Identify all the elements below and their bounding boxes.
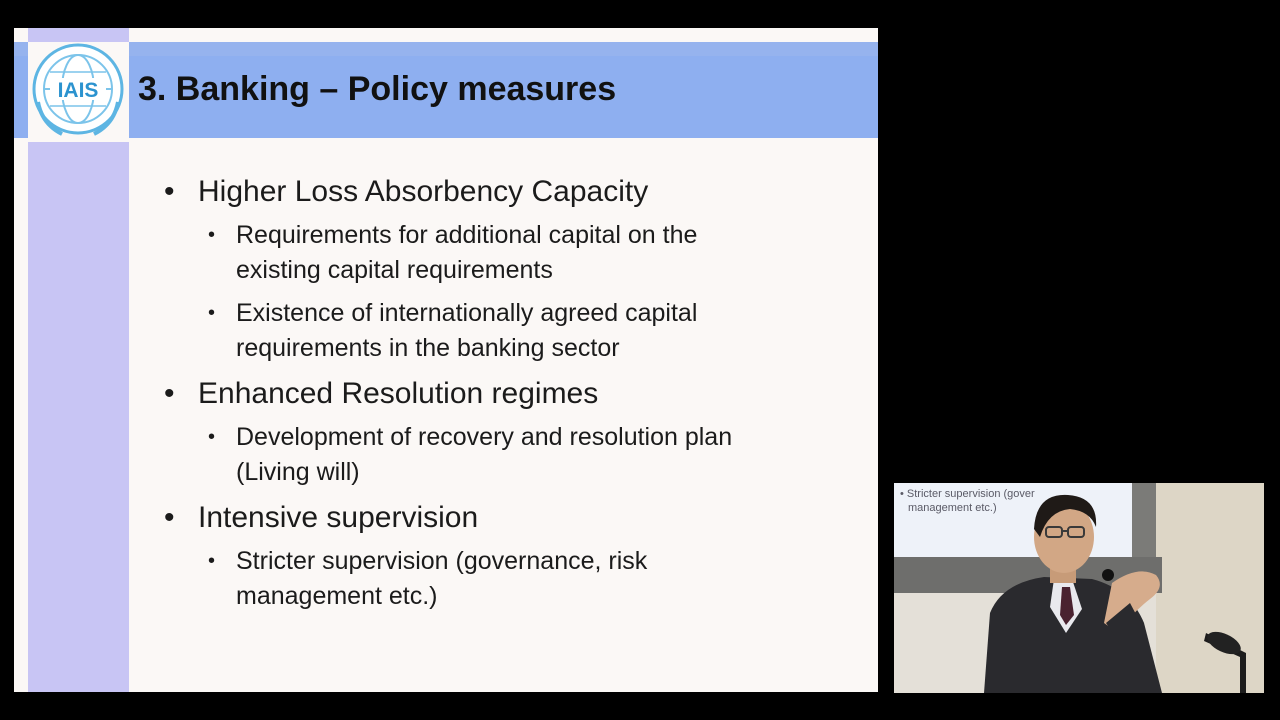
- sub-bullet: Existence of internationally agreed capi…: [164, 296, 854, 366]
- bullet-heading: Enhanced Resolution regimes: [164, 376, 854, 412]
- projected-text: • Stricter supervision (gover management…: [900, 488, 1035, 514]
- sub-bullet: Stricter supervision (governance, risk m…: [164, 544, 854, 614]
- logo-text: IAIS: [58, 79, 99, 102]
- slide-title-bar: [14, 42, 878, 138]
- sub-bullet: Development of recovery and resolution p…: [164, 420, 854, 490]
- bullet-list: Higher Loss Absorbency Capacity Requirem…: [164, 174, 854, 614]
- iais-logo: IAIS: [32, 43, 124, 136]
- bullet-heading: Intensive supervision: [164, 500, 854, 536]
- speaker-figure: [984, 494, 1246, 693]
- bullet-heading: Higher Loss Absorbency Capacity: [164, 174, 854, 210]
- presentation-slide: IAIS 3. Banking – Policy measures Higher…: [14, 28, 878, 692]
- slide-title: 3. Banking – Policy measures: [138, 70, 617, 108]
- sub-bullet: Requirements for additional capital on t…: [164, 218, 854, 288]
- speaker-camera-inset: • Stricter supervision (gover management…: [894, 483, 1264, 693]
